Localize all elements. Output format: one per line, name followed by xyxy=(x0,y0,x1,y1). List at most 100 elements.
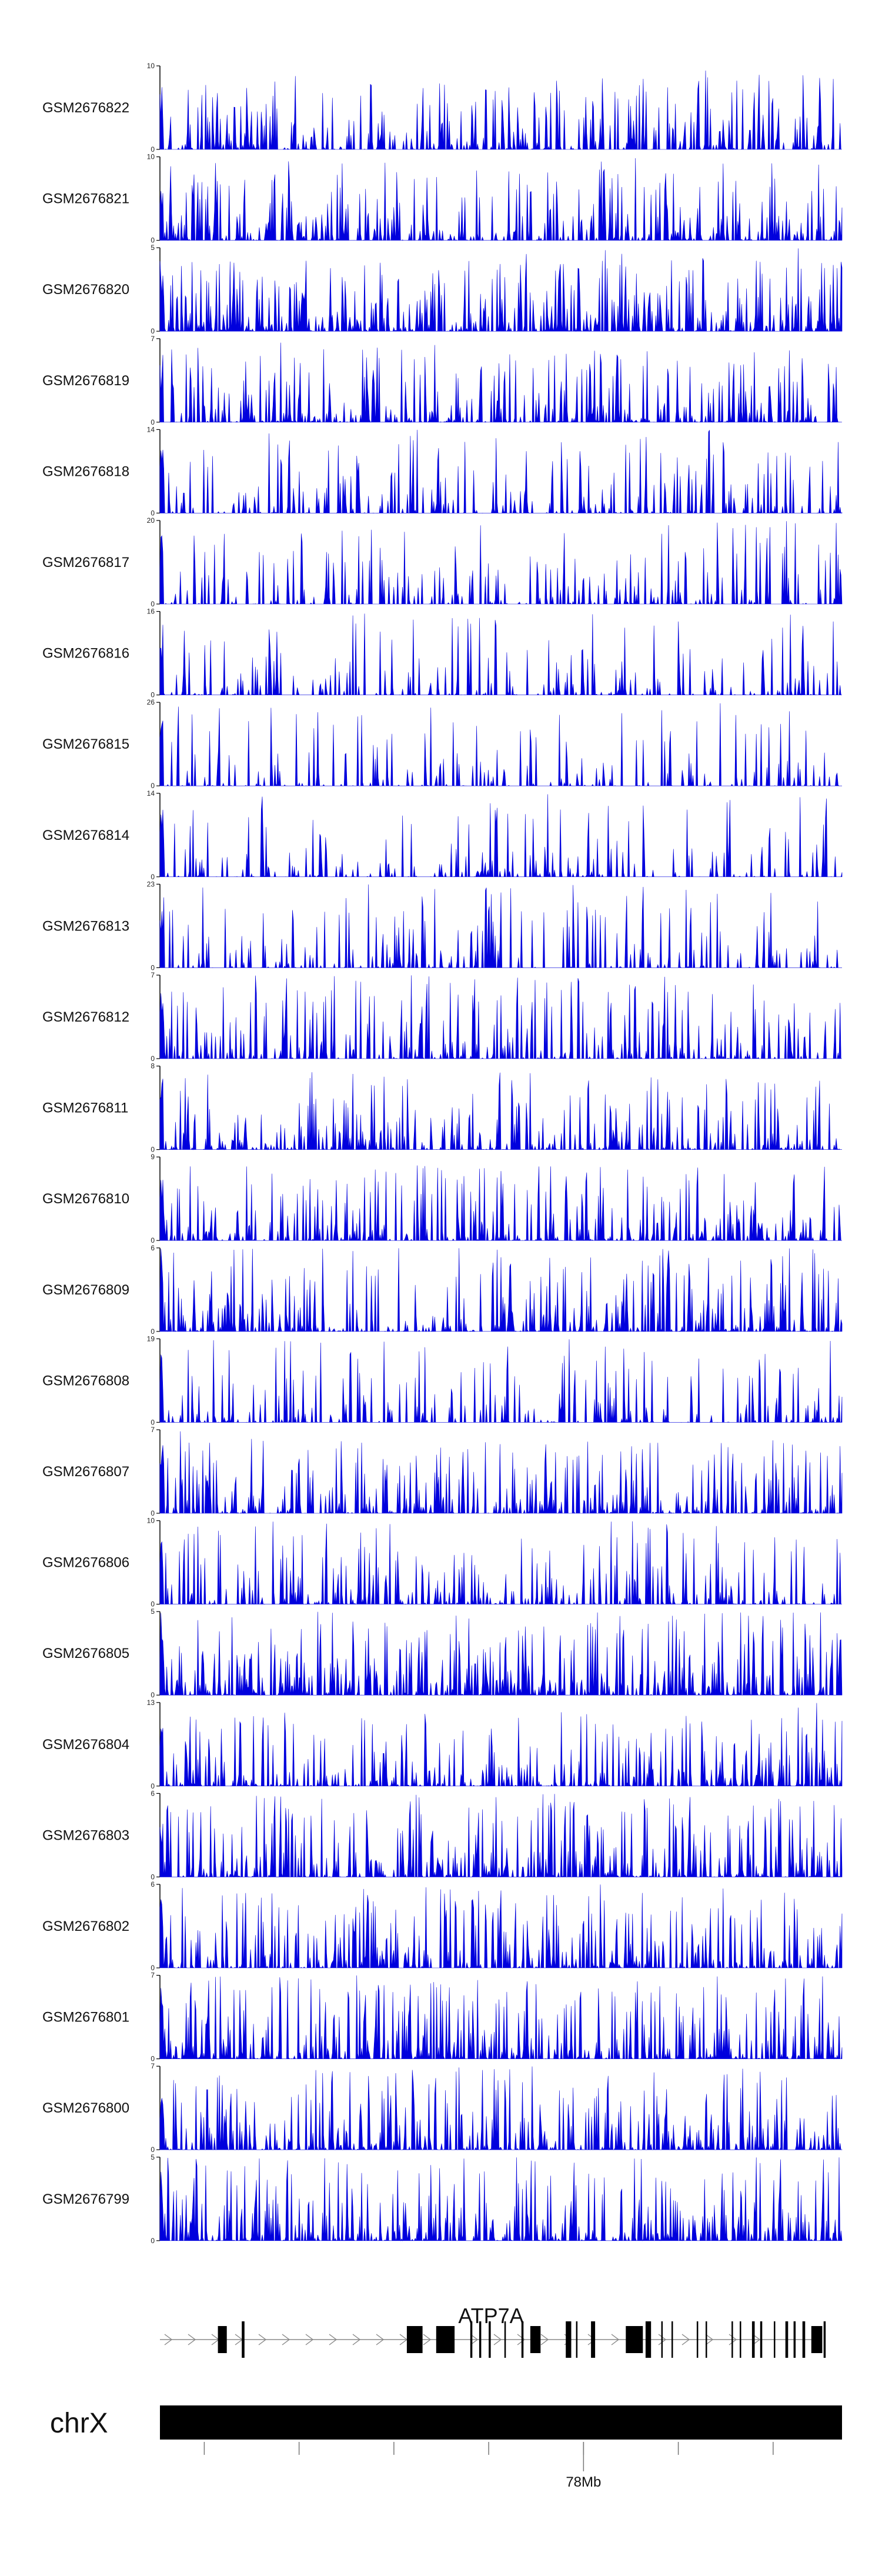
track-name-label: GSM2676801 xyxy=(42,2010,129,2026)
y-max-label: 14 xyxy=(147,789,155,798)
exon-block xyxy=(242,2321,245,2358)
coverage-area xyxy=(159,1165,842,1242)
y-max-label: 6 xyxy=(151,1789,155,1797)
gene-name-label: ATP7A xyxy=(458,2304,523,2328)
exon-block xyxy=(706,2321,707,2358)
track-GSM2676814: GSM2676814 14 0 xyxy=(42,789,843,881)
exon-block xyxy=(661,2321,663,2358)
y-min-label: 0 xyxy=(151,600,155,608)
track-GSM2676800: GSM2676800 7 0 xyxy=(42,2062,843,2154)
track-GSM2676821: GSM2676821 10 0 xyxy=(42,153,843,245)
coverage-area xyxy=(159,613,842,696)
y-min-label: 0 xyxy=(151,1146,155,1154)
y-min-label: 0 xyxy=(151,1873,155,1881)
coverage-area xyxy=(159,70,842,151)
track-GSM2676810: GSM2676810 9 0 xyxy=(42,1153,842,1244)
y-max-label: 10 xyxy=(147,62,155,70)
exon-block xyxy=(576,2321,578,2358)
track-name-label: GSM2676815 xyxy=(42,736,129,752)
track-name-label: GSM2676814 xyxy=(42,827,129,843)
y-max-label: 7 xyxy=(151,2062,155,2070)
track-name-label: GSM2676808 xyxy=(42,1373,129,1389)
y-min-label: 0 xyxy=(151,1509,155,1517)
coverage-area xyxy=(159,703,842,787)
track-GSM2676811: GSM2676811 8 0 xyxy=(42,1062,842,1154)
chromosome-name-label: chrX xyxy=(50,2408,108,2439)
coverage-area xyxy=(159,2157,843,2241)
strand-arrow xyxy=(188,2334,196,2345)
y-min-label: 0 xyxy=(151,327,155,335)
track-name-label: GSM2676807 xyxy=(42,1464,129,1480)
exon-block xyxy=(218,2326,227,2353)
y-max-label: 8 xyxy=(151,1062,155,1070)
track-name-label: GSM2676809 xyxy=(42,1282,129,1298)
exon-block xyxy=(530,2326,541,2353)
exon-block xyxy=(436,2326,455,2353)
exon-block xyxy=(671,2321,673,2358)
coverage-area xyxy=(159,248,843,332)
y-max-label: 20 xyxy=(147,516,155,525)
track-GSM2676818: GSM2676818 14 0 xyxy=(42,425,843,517)
y-min-label: 0 xyxy=(151,1964,155,1972)
track-GSM2676805: GSM2676805 5 0 xyxy=(42,1607,843,1699)
y-min-label: 0 xyxy=(151,236,155,245)
y-max-label: 23 xyxy=(147,880,155,888)
exon-block xyxy=(470,2321,473,2358)
track-name-label: GSM2676799 xyxy=(42,2191,129,2207)
strand-arrow xyxy=(658,2334,667,2345)
exon-block xyxy=(811,2326,823,2353)
track-GSM2676806: GSM2676806 10 0 xyxy=(42,1517,842,1609)
y-min-label: 0 xyxy=(151,1782,155,1790)
y-max-label: 5 xyxy=(151,2153,155,2161)
strand-arrow xyxy=(540,2334,549,2345)
coverage-area xyxy=(159,1794,843,1878)
coverage-area xyxy=(159,2066,843,2151)
y-min-label: 0 xyxy=(151,2055,155,2063)
strand-arrow xyxy=(752,2334,761,2345)
y-max-label: 7 xyxy=(151,971,155,979)
coverage-area xyxy=(159,158,843,241)
coverage-tracks: GSM2676822100GSM2676821100GSM267682050GS… xyxy=(42,62,843,2245)
y-max-label: 7 xyxy=(151,1426,155,1434)
y-min-label: 0 xyxy=(151,2145,155,2154)
track-GSM2676813: GSM2676813 23 0 xyxy=(42,880,842,972)
track-GSM2676812: GSM2676812 7 0 xyxy=(42,971,842,1063)
track-name-label: GSM2676816 xyxy=(42,646,129,662)
exon-block xyxy=(793,2321,796,2358)
exon-block xyxy=(802,2321,806,2358)
y-max-label: 7 xyxy=(151,335,155,343)
track-name-label: GSM2676800 xyxy=(42,2100,129,2116)
y-min-label: 0 xyxy=(151,1055,155,1063)
track-GSM2676808: GSM2676808 19 0 xyxy=(42,1334,843,1426)
coverage-area xyxy=(159,1884,843,1969)
coverage-area xyxy=(159,1703,843,1787)
track-GSM2676822: GSM2676822 10 0 xyxy=(42,62,842,154)
y-min-label: 0 xyxy=(151,1600,155,1609)
exon-block xyxy=(823,2321,826,2358)
coverage-area xyxy=(159,794,843,877)
track-name-label: GSM2676817 xyxy=(42,555,129,570)
coverage-area xyxy=(159,1248,843,1332)
y-max-label: 10 xyxy=(147,1517,155,1525)
exon-block xyxy=(591,2321,596,2358)
y-max-label: 7 xyxy=(151,1971,155,1980)
track-name-label: GSM2676811 xyxy=(42,1100,128,1116)
track-name-label: GSM2676819 xyxy=(42,373,129,389)
y-max-label: 14 xyxy=(147,425,155,433)
strand-arrow xyxy=(517,2334,526,2345)
chromosome-ideogram: chrX 78Mb xyxy=(50,2405,842,2490)
exon-block xyxy=(504,2321,506,2358)
exon-block xyxy=(406,2326,423,2353)
strand-arrow xyxy=(376,2334,385,2345)
track-name-label: GSM2676810 xyxy=(42,1191,129,1207)
strand-arrow xyxy=(258,2334,267,2345)
track-GSM2676803: GSM2676803 6 0 xyxy=(42,1789,843,1881)
track-name-label: GSM2676803 xyxy=(42,1827,129,1843)
coverage-area xyxy=(159,1521,842,1605)
strand-arrow xyxy=(729,2334,737,2345)
y-max-label: 19 xyxy=(147,1334,155,1343)
strand-arrow xyxy=(470,2334,479,2345)
y-max-label: 26 xyxy=(147,698,155,706)
chromosome-bar xyxy=(160,2405,842,2440)
